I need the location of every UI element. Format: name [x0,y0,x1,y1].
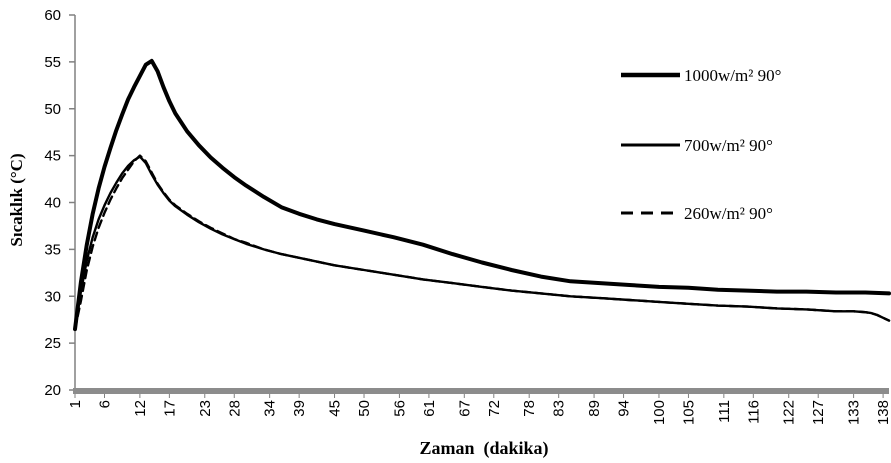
x-tick-label: 23 [197,400,214,417]
x-tick-label: 78 [521,400,538,417]
x-tick-label: 72 [486,400,503,417]
series-line-1 [73,58,891,332]
x-tick-label: 28 [226,400,243,417]
x-tick-label: 122 [781,400,798,425]
x-tick-label: 127 [810,400,827,425]
legend-label-1: 1000w/m² 90° [684,66,781,85]
y-tick-label: 25 [44,335,61,352]
x-tick-label: 100 [651,400,668,425]
series-line-2 [73,155,891,331]
y-axis: 20 25 30 35 40 45 50 55 60 [44,7,76,399]
x-axis-line [73,388,889,394]
x-tick-label: 94 [616,400,633,417]
x-tick-label: 138 [875,400,891,425]
y-tick-label: 40 [44,195,61,212]
x-tick-label: 89 [586,400,603,417]
x-tick-label: 17 [161,400,178,417]
y-tick-label: 20 [44,382,61,399]
x-tick-label: 116 [745,400,762,424]
x-tick-label: 12 [132,400,149,417]
x-tick-label: 67 [456,400,473,417]
x-tick-label: 56 [391,400,408,417]
legend-label-3: 260w/m² 90° [684,204,773,223]
y-tick-label: 50 [44,101,61,118]
y-tick-label: 35 [44,241,61,258]
x-tick-label: 34 [262,400,279,417]
y-tick-label: 30 [44,288,61,305]
x-tick-label: 50 [356,400,373,417]
x-axis: 1 6 12 17 23 28 34 39 45 50 56 61 67 72 78 83 89 94 100 105… [67,388,891,425]
x-tick-label: 6 [96,400,113,408]
x-tick-label: 39 [291,400,308,417]
x-tick-label: 61 [421,400,438,417]
y-axis-title: Sıcaklık (°C) [7,153,26,246]
x-tick-label: 1 [67,400,84,408]
legend-label-2: 700w/m² 90° [684,136,773,155]
y-tick-label: 55 [44,54,61,71]
legend: 1000w/m² 90° 700w/m² 90° 260w/m² 90° [621,66,781,223]
x-tick-label: 45 [327,400,344,417]
x-tick-label: 111 [716,400,733,423]
x-tick-label: 83 [551,400,568,417]
x-axis-title: Zaman (dakika) [419,438,548,459]
y-tick-label: 45 [44,148,61,165]
x-tick-label: 105 [680,400,697,425]
y-tick-label: 60 [44,7,61,24]
series-lines [73,58,891,332]
x-tick-label: 133 [846,400,863,425]
series-line-3 [73,154,891,331]
